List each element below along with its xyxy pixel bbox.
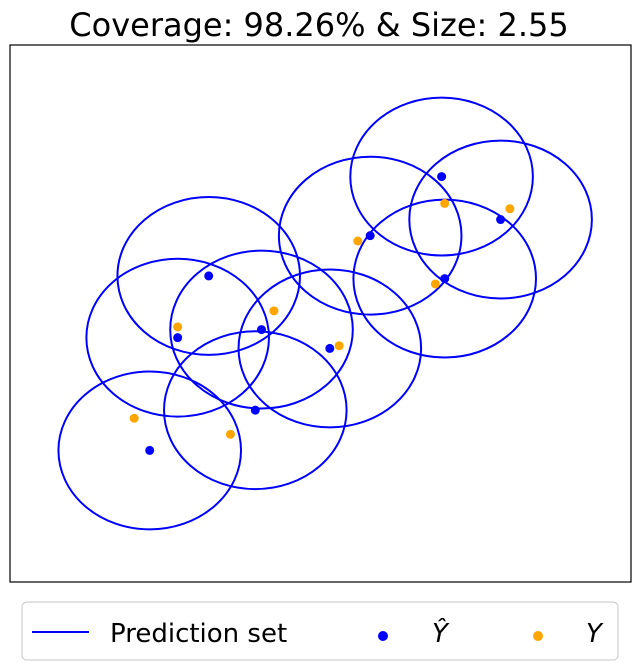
prediction-set-circles bbox=[57, 96, 593, 531]
y-hat-point bbox=[257, 325, 267, 335]
y-hat-point bbox=[496, 215, 506, 225]
y-true-point bbox=[334, 341, 344, 351]
y-true-points bbox=[129, 198, 515, 439]
prediction-set-circle bbox=[116, 195, 302, 356]
y-hat-point bbox=[365, 231, 375, 241]
legend-marker-y-hat bbox=[378, 631, 388, 641]
prediction-set-circle bbox=[163, 330, 348, 491]
y-hat-point bbox=[145, 445, 155, 455]
y-hat-point bbox=[173, 333, 183, 343]
prediction-set-circle bbox=[237, 268, 423, 429]
y-true-point bbox=[440, 198, 450, 208]
y-true-point bbox=[129, 413, 139, 423]
legend-label-y-true: Y bbox=[586, 619, 604, 649]
legend-frame bbox=[21, 601, 619, 661]
y-true-point bbox=[269, 306, 279, 316]
prediction-set-circle bbox=[169, 249, 354, 410]
y-hat-point bbox=[250, 405, 260, 415]
y-hat-point bbox=[437, 172, 447, 182]
prediction-set-circle bbox=[349, 96, 534, 257]
prediction-set-circle bbox=[85, 257, 270, 418]
legend-label-prediction-set: Prediction set bbox=[110, 619, 287, 649]
legend-label-y-hat: Ŷ bbox=[432, 617, 450, 649]
y-hat-point bbox=[325, 343, 335, 353]
legend-marker-y-true bbox=[533, 631, 543, 641]
y-true-point bbox=[505, 204, 515, 214]
prediction-set-circle bbox=[408, 139, 593, 300]
y-true-point bbox=[173, 322, 183, 332]
y-hat-point bbox=[440, 274, 450, 284]
plot-area bbox=[9, 44, 632, 583]
prediction-set-circle bbox=[277, 155, 463, 316]
y-hat-points bbox=[145, 172, 506, 455]
y-true-point bbox=[430, 279, 440, 289]
y-hat-point bbox=[204, 271, 214, 281]
prediction-set-circle bbox=[57, 370, 243, 531]
chart-title: Coverage: 98.26% & Size: 2.55 bbox=[69, 6, 568, 44]
legend: Prediction set Ŷ Y bbox=[21, 601, 619, 661]
y-true-point bbox=[225, 429, 235, 439]
y-true-point bbox=[353, 236, 363, 246]
